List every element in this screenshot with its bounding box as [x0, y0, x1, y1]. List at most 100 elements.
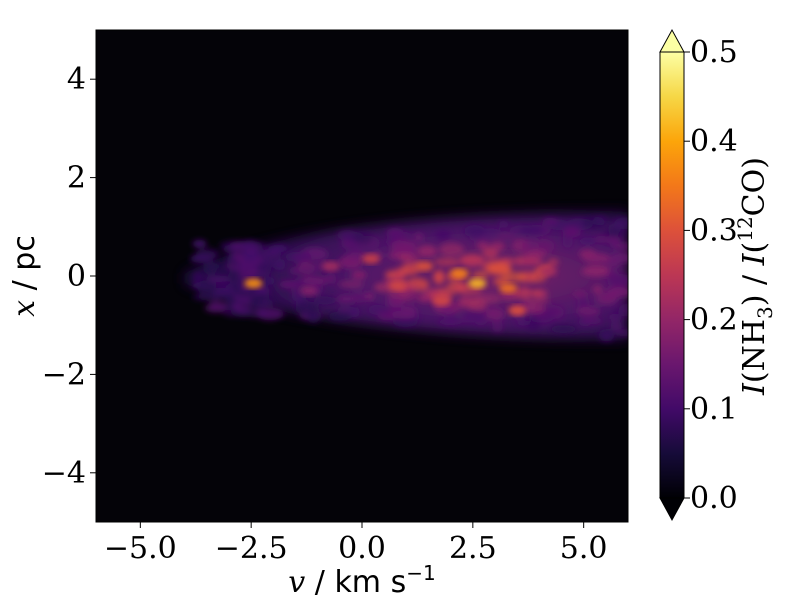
x-axis-label: v / km s−1 [288, 561, 435, 600]
emission-speckle [526, 317, 541, 331]
emission-speckle [522, 239, 539, 252]
emission-clump [468, 278, 487, 289]
y-axis: −4 −2 0 2 4 [42, 62, 96, 491]
emission-speckle [314, 296, 337, 305]
emission-speckle [572, 290, 588, 298]
emission-speckle [449, 301, 462, 313]
emission-speckle [606, 236, 621, 245]
emission-speckle [519, 225, 545, 235]
y-tick-label: 0 [67, 259, 86, 294]
colorbar-tick-label: 0.1 [690, 392, 738, 427]
emission-speckle [196, 248, 220, 259]
emission-clump [508, 305, 527, 316]
emission-speckle [235, 262, 263, 270]
emission-speckle [208, 300, 227, 313]
emission-speckle [610, 321, 622, 331]
emission-speckle [598, 328, 615, 342]
emission-clump [244, 278, 263, 289]
emission-speckle [196, 280, 217, 294]
emission-speckle [580, 317, 603, 324]
emission-speckle [523, 303, 546, 314]
emission-speckle [242, 249, 259, 262]
emission-speckle [337, 306, 351, 314]
emission-speckle [530, 289, 542, 296]
emission-speckle [433, 270, 445, 285]
emission-speckle [614, 217, 628, 230]
emission-clump [415, 261, 434, 272]
emission-speckle [351, 271, 367, 279]
emission-clump [361, 253, 380, 264]
emission-speckle [193, 271, 203, 283]
emission-speckle [578, 237, 597, 245]
emission-speckle [301, 276, 329, 285]
colorbar-extend-max [659, 28, 685, 53]
emission-speckle [577, 297, 590, 310]
emission-clump [432, 295, 451, 306]
emission-speckle [367, 304, 388, 316]
emission-speckle [498, 220, 509, 229]
colorbar: 0.0 0.1 0.2 0.3 0.4 0.5 [659, 28, 738, 522]
emission-speckle [435, 229, 451, 241]
emission-speckle [607, 314, 622, 321]
emission-speckle [296, 266, 323, 274]
emission-region [184, 212, 628, 342]
colorbar-extend-min [659, 497, 685, 522]
colorbar-label: I(NH3) / I(12CO) [733, 157, 777, 396]
emission-speckle [418, 294, 434, 302]
emission-speckle [349, 306, 360, 318]
emission-speckle [485, 261, 512, 275]
emission-speckle [259, 299, 274, 306]
x-tick-label: −2.5 [215, 531, 288, 566]
y-tick-label: −4 [42, 456, 86, 491]
emission-speckle [328, 311, 352, 322]
emission-clump [388, 280, 407, 291]
emission-speckle [390, 233, 402, 240]
emission-speckle [397, 289, 420, 302]
emission-speckle [263, 277, 275, 285]
emission-speckle [594, 235, 610, 243]
emission-speckle [413, 232, 424, 243]
emission-speckle [492, 320, 503, 332]
emission-speckle [402, 255, 421, 264]
emission-speckle [437, 318, 463, 326]
x-axis: −5.0 −2.5 0.0 2.5 5.0 [104, 522, 608, 566]
colorbar-tick-label: 0.4 [690, 124, 738, 159]
emission-speckle [548, 258, 559, 267]
emission-speckle [472, 271, 489, 279]
emission-speckle [325, 272, 337, 284]
emission-speckle [522, 296, 550, 304]
emission-speckle [542, 218, 559, 226]
emission-speckle [292, 251, 310, 265]
emission-speckle [468, 297, 487, 312]
emission-speckle [489, 241, 505, 251]
emission-speckle [592, 284, 603, 295]
emission-speckle [485, 308, 505, 321]
emission-speckle [618, 303, 628, 317]
emission-speckle [595, 293, 618, 306]
colorbar-tick-label: 0.2 [690, 303, 738, 338]
emission-clump [539, 266, 558, 277]
emission-speckle [610, 252, 628, 264]
emission-speckle [256, 262, 277, 274]
y-tick-label: 2 [67, 161, 86, 196]
y-tick-label: −2 [42, 357, 86, 392]
emission-speckle [439, 242, 464, 257]
emission-clump [450, 268, 469, 279]
emission-speckle [562, 234, 573, 249]
emission-speckle [521, 251, 546, 259]
emission-speckle [562, 226, 581, 238]
x-tick-label: 2.5 [449, 531, 497, 566]
emission-speckle [605, 286, 628, 298]
emission-speckle [602, 229, 628, 238]
emission-speckle [336, 295, 356, 303]
emission-speckle [433, 258, 461, 266]
emission-speckle [437, 287, 458, 296]
emission-speckle [349, 240, 362, 254]
emission-speckle [390, 311, 418, 319]
colorbar-tick-label: 0.0 [690, 481, 738, 516]
emission-speckle [338, 280, 365, 289]
x-tick-label: −5.0 [104, 531, 177, 566]
emission-speckle [515, 257, 543, 266]
emission-speckle [576, 306, 601, 316]
